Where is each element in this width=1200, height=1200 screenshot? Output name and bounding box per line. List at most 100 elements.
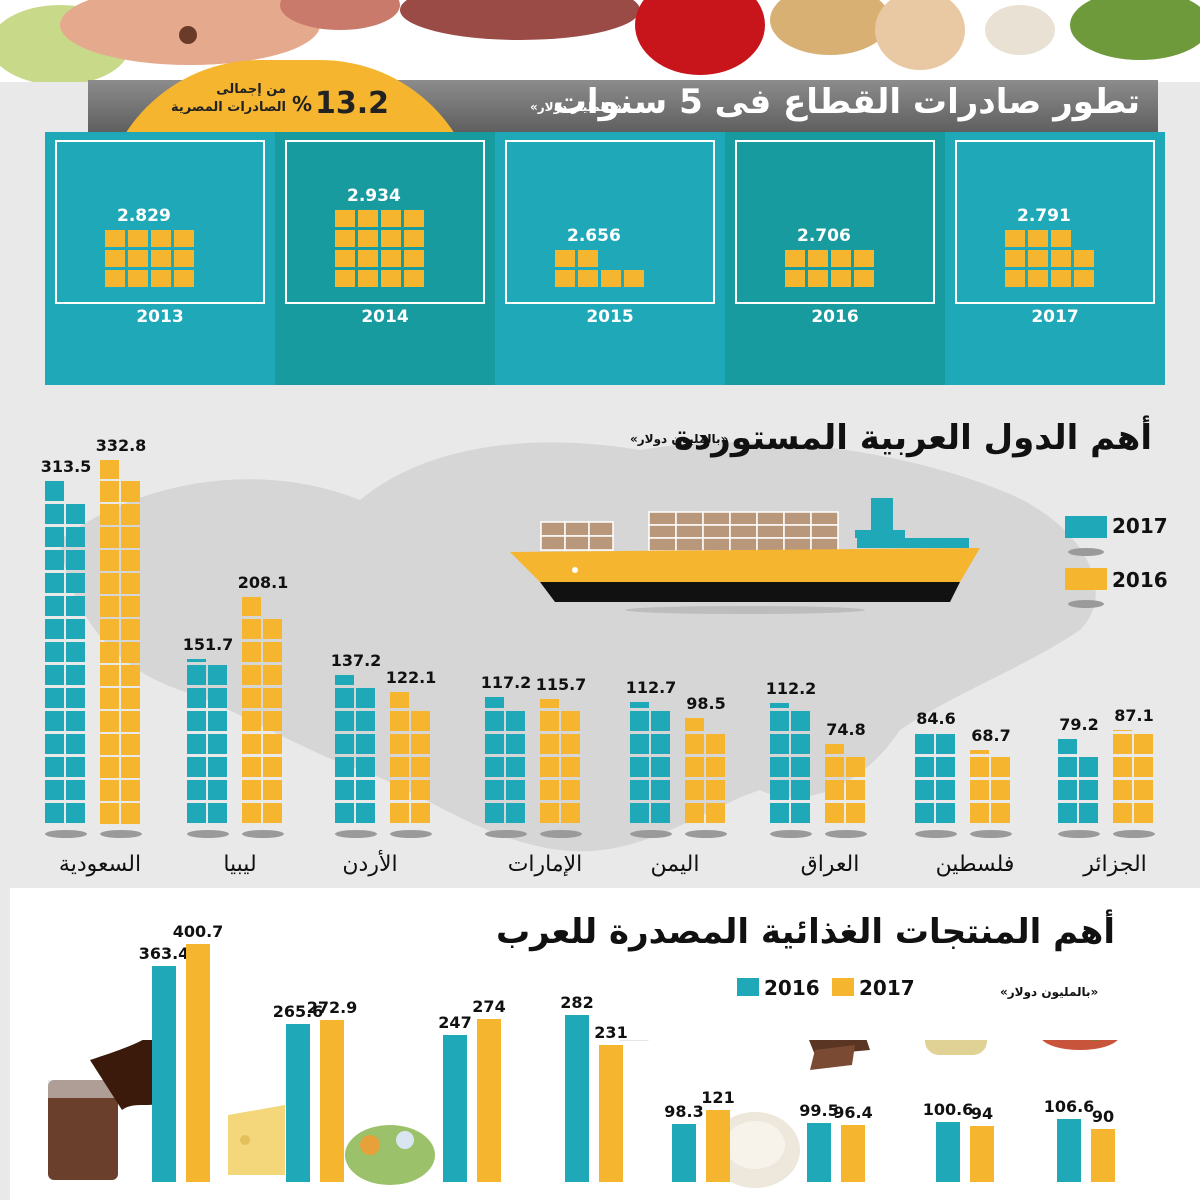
product-bar-2016 (936, 1122, 960, 1182)
chocolate-icon (809, 1040, 870, 1070)
product-value-label: 231 (594, 1022, 628, 1042)
importer-bar-cell (561, 710, 580, 732)
importer-bar-cell (791, 756, 810, 778)
importer-bar-cell (100, 481, 119, 502)
exports-year-label: 2013 (136, 307, 184, 327)
importer-bar-cell (991, 756, 1010, 778)
importer-bar-shadow (45, 830, 87, 838)
exports-panel-frame (285, 140, 485, 304)
importer-bar-2016 (540, 698, 582, 826)
importer-bar-cell (100, 642, 119, 663)
importer-bar-cell (390, 779, 409, 801)
importer-bar-2017 (45, 481, 87, 826)
importer-bar-cell (651, 710, 670, 732)
importer-bar-cell (66, 733, 85, 755)
importer-bar-cell (485, 710, 504, 732)
importer-bar-cell (45, 549, 64, 571)
exports-year-label: 2015 (586, 307, 634, 327)
importer-bar-cell (630, 802, 649, 824)
exports-cell (1074, 250, 1094, 267)
importer-bar-cell (356, 687, 375, 709)
importer-bar-cell (66, 641, 85, 663)
importer-bar-cell (915, 802, 934, 824)
importer-bar-cell (121, 481, 140, 502)
importer-bar-cell (263, 687, 282, 709)
importer-bar-cell (121, 665, 140, 686)
importer-bar-cell (121, 596, 140, 617)
importer-bar-cell (506, 710, 525, 732)
importer-value-label: 122.1 (385, 667, 437, 687)
importer-bar-cell (1113, 730, 1132, 732)
importer-bar-cell (390, 802, 409, 824)
importer-bar-cell (506, 733, 525, 755)
product-bar-2017 (477, 1019, 501, 1182)
importer-bar-cell (263, 641, 282, 663)
country-label: السعودية (58, 852, 142, 877)
importer-bar-cell (100, 665, 119, 686)
importer-bar-cell (630, 733, 649, 755)
importer-bar-cell (1058, 802, 1077, 824)
importer-bar-cell (356, 802, 375, 824)
exports-cell (128, 230, 148, 247)
exports-cell (555, 250, 575, 267)
exports-value-label: 2.706 (797, 226, 851, 246)
cargo-ship-icon (510, 498, 980, 614)
exports-cell (1028, 270, 1048, 287)
importer-bar-cell (770, 702, 789, 709)
importer-bar-cell (100, 573, 119, 594)
importer-bar-cell (208, 802, 227, 824)
exports-cell (555, 270, 575, 287)
importer-bar-cell (45, 779, 64, 801)
importer-value-label: 98.5 (686, 693, 726, 713)
products-legend-2016-swatch (737, 978, 759, 996)
exports-cell (808, 270, 828, 287)
importer-bar-cell (685, 733, 704, 755)
legend-shadow (1068, 548, 1104, 556)
exports-unit: «بالمليار دولار» (530, 100, 622, 114)
importer-bar-cell (100, 550, 119, 571)
importer-bar-cell (1079, 802, 1098, 824)
exports-cell (105, 270, 125, 287)
importer-bar-cell (66, 503, 85, 525)
importer-bar-cell (936, 756, 955, 778)
importer-bar-shadow (770, 830, 812, 838)
cola-glass-icon (48, 1040, 165, 1180)
importer-bar-cell (242, 597, 261, 617)
exports-cell (151, 250, 171, 267)
importer-bar-cell (846, 779, 865, 801)
importer-bar-cell (100, 527, 119, 548)
exports-cell (151, 270, 171, 287)
importer-bar-cell (791, 802, 810, 824)
exports-cell (404, 270, 424, 287)
importer-bar-cell (411, 779, 430, 801)
importer-bar-cell (561, 756, 580, 778)
importer-bar-cell (100, 711, 119, 732)
importer-bar-cell (506, 779, 525, 801)
product-value-label: 265.6 (272, 1002, 324, 1022)
importer-bar-shadow (915, 830, 957, 838)
exports-value-label: 2.829 (117, 206, 171, 226)
importer-bar-cell (630, 756, 649, 778)
importer-bar-cell (187, 687, 206, 709)
importer-bar-cell (66, 664, 85, 686)
product-value-label: 99.5 (799, 1100, 839, 1120)
importer-value-label: 117.2 (480, 673, 532, 693)
product-illustrations (48, 1040, 1118, 1188)
exports-cell (808, 250, 828, 267)
importer-bar-cell (208, 710, 227, 732)
importer-bar-cell (66, 595, 85, 617)
importer-bar-2017 (187, 659, 229, 826)
importer-bar-cell (208, 664, 227, 686)
importer-bar-cell (45, 503, 64, 525)
importer-bar-cell (630, 779, 649, 801)
importer-bar-cell (356, 733, 375, 755)
importer-bar-cell (770, 779, 789, 801)
legend-2017-label: 2017 (1112, 514, 1168, 538)
importer-bar-cell (770, 733, 789, 755)
importer-bar-cell (100, 803, 119, 824)
importer-bar-cell (335, 675, 354, 686)
importer-value-label: 313.5 (40, 457, 92, 477)
product-value-label: 282 (560, 992, 594, 1012)
exports-panel-2013: 2013 2.829 (45, 132, 275, 385)
importer-bar-cell (242, 756, 261, 778)
